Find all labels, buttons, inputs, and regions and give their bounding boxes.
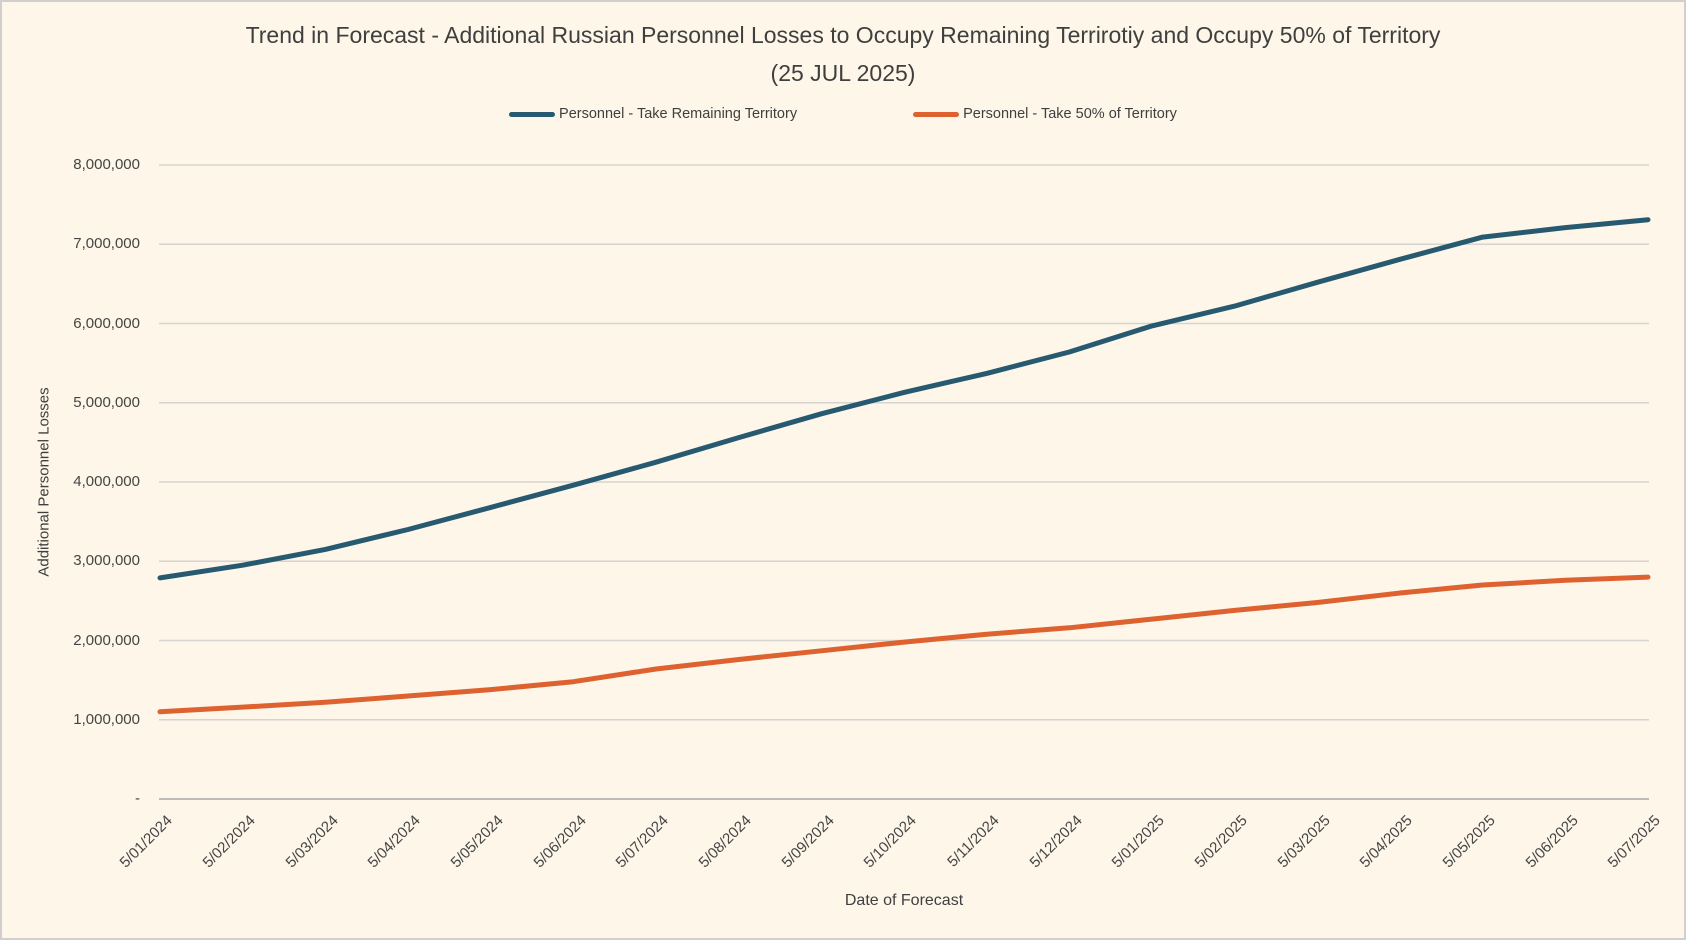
y-tick-label: 2,000,000 xyxy=(73,631,140,649)
legend-item-take-50-percent[interactable]: Personnel - Take 50% of Territory xyxy=(913,106,1177,122)
y-tick-label: 7,000,000 xyxy=(73,235,140,253)
chart-subtitle: (25 JUL 2025) xyxy=(770,60,916,86)
legend-label-remaining: Personnel - Take Remaining Territory xyxy=(559,106,798,122)
y-tick-label: 3,000,000 xyxy=(73,552,140,570)
y-tick-label: 4,000,000 xyxy=(73,473,140,490)
series-line-take-50-percent[interactable] xyxy=(157,574,1651,715)
y-tick-label: 5,000,000 xyxy=(73,393,140,411)
y-tick-label: 6,000,000 xyxy=(73,314,140,332)
legend-label-fifty: Personnel - Take 50% of Territory xyxy=(963,106,1177,122)
legend-item-take-remaining-territory[interactable]: Personnel - Take Remaining Territory xyxy=(509,106,797,122)
legend-line-swatch-fifty-icon xyxy=(913,111,960,117)
y-tick-label: 8,000,000 xyxy=(73,156,140,173)
legend: Personnel - Take Remaining Territory Per… xyxy=(2,106,1684,122)
y-tick-label: 1,000,000 xyxy=(73,710,140,728)
x-axis-title: Date of Forecast xyxy=(844,892,964,909)
legend-line-swatch-remaining-icon xyxy=(509,111,556,117)
chart-title: Trend in Forecast - Additional Russian P… xyxy=(245,22,1441,48)
y-tick-label: - xyxy=(135,790,140,807)
series-line-take-remaining-territory[interactable] xyxy=(157,217,1651,581)
